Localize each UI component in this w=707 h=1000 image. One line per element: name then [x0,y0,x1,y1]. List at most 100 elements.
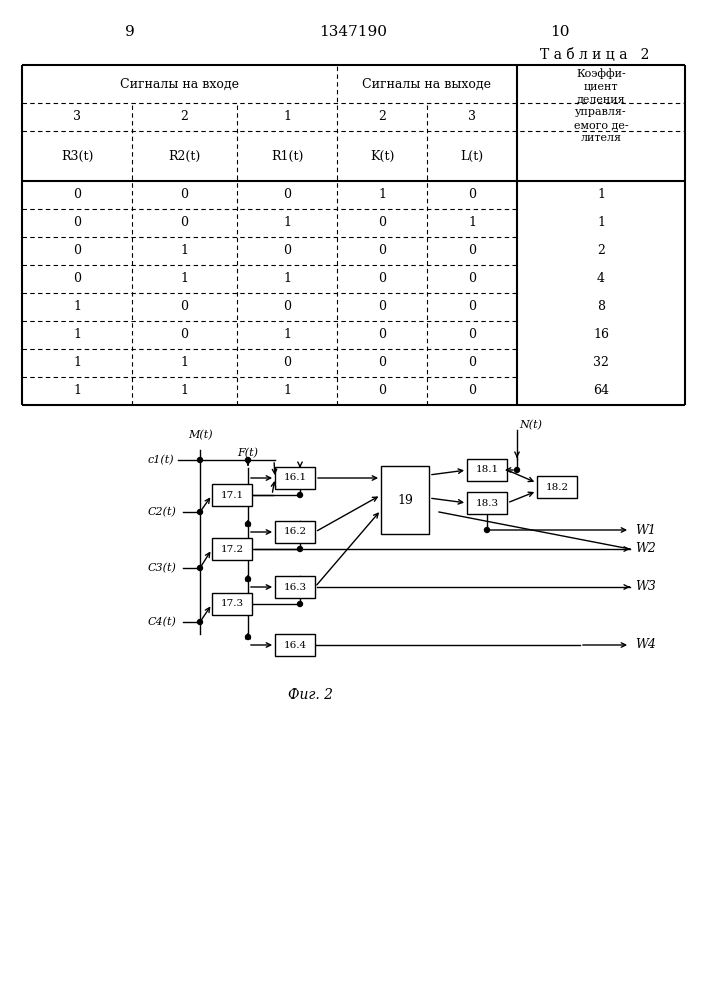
Text: C2(t): C2(t) [148,507,177,517]
Text: 0: 0 [468,384,476,397]
Text: 0: 0 [180,300,189,314]
Text: 1: 1 [180,357,189,369]
Text: 1: 1 [283,272,291,286]
Text: 17.2: 17.2 [221,544,244,554]
Circle shape [515,468,520,473]
Text: 0: 0 [378,244,386,257]
Text: 0: 0 [468,244,476,257]
Text: 2: 2 [597,244,605,257]
Bar [467,492,507,514]
Text: 1: 1 [378,188,386,202]
Text: 2: 2 [180,110,189,123]
Text: 32: 32 [593,357,609,369]
Bar [212,593,252,615]
Text: 1: 1 [597,217,605,230]
Circle shape [197,510,202,514]
Text: 1: 1 [73,328,81,342]
Text: W3: W3 [635,580,656,593]
Text: 64: 64 [593,384,609,397]
Text: 0: 0 [468,272,476,286]
Text: W2: W2 [635,542,656,556]
Text: 10: 10 [550,25,570,39]
Text: 4: 4 [597,272,605,286]
Text: 0: 0 [73,188,81,202]
Text: Т а б л и ц а   2: Т а б л и ц а 2 [540,48,650,62]
Text: R1(t): R1(t) [271,149,303,162]
Text: 16.4: 16.4 [284,641,307,650]
Text: 16.3: 16.3 [284,582,307,591]
Text: 1: 1 [73,300,81,314]
Text: 1: 1 [180,384,189,397]
Text: 0: 0 [283,244,291,257]
Text: 0: 0 [378,217,386,230]
Text: 0: 0 [378,272,386,286]
Circle shape [245,576,250,582]
Text: 1: 1 [283,217,291,230]
Text: Коэффи-
циент
деления
управля-
емого де-
лителя: Коэффи- циент деления управля- емого де-… [573,68,629,143]
Bar [381,466,429,534]
Text: 16: 16 [593,328,609,342]
Text: C3(t): C3(t) [148,563,177,573]
Circle shape [298,492,303,497]
Text: 0: 0 [73,244,81,257]
Text: 0: 0 [378,357,386,369]
Text: F(t): F(t) [238,448,259,458]
Bar [275,521,315,543]
Text: 0: 0 [468,300,476,314]
Circle shape [197,566,202,570]
Text: 1: 1 [283,384,291,397]
Text: 17.1: 17.1 [221,490,244,499]
Text: 1: 1 [180,244,189,257]
Text: 1: 1 [283,110,291,123]
Text: 1: 1 [468,217,476,230]
Text: 1: 1 [180,272,189,286]
Circle shape [298,601,303,606]
Text: L(t): L(t) [460,149,484,162]
Bar [537,476,577,498]
Text: 0: 0 [283,300,291,314]
Circle shape [197,458,202,462]
Bar [212,538,252,560]
Text: 1: 1 [597,188,605,202]
Text: 0: 0 [378,300,386,314]
Text: 0: 0 [468,357,476,369]
Text: M(t): M(t) [187,430,212,440]
Text: W4: W4 [635,639,656,652]
Circle shape [197,619,202,624]
Text: 18.3: 18.3 [475,498,498,508]
Text: R2(t): R2(t) [168,149,201,162]
Circle shape [298,546,303,552]
Text: 1: 1 [73,384,81,397]
Circle shape [484,528,489,532]
Text: Сигналы на выходе: Сигналы на выходе [363,78,491,91]
Text: K(t): K(t) [370,149,395,162]
Text: 17.3: 17.3 [221,599,244,608]
Circle shape [245,458,250,462]
Text: 18.2: 18.2 [545,483,568,491]
Circle shape [245,635,250,640]
Bar [275,634,315,656]
Bar [275,576,315,598]
Text: 0: 0 [180,217,189,230]
Text: 9: 9 [125,25,135,39]
Text: 0: 0 [378,328,386,342]
Bar [467,459,507,481]
Text: 1: 1 [283,328,291,342]
Circle shape [245,522,250,526]
Text: 16.1: 16.1 [284,474,307,483]
Text: 0: 0 [180,328,189,342]
Text: W1: W1 [635,524,656,536]
Text: Сигналы на входе: Сигналы на входе [120,78,239,91]
Text: 0: 0 [73,272,81,286]
Text: N(t): N(t) [519,420,542,430]
Text: 0: 0 [283,188,291,202]
Bar [212,484,252,506]
Text: 0: 0 [73,217,81,230]
Text: 19: 19 [397,493,413,506]
Text: 0: 0 [468,188,476,202]
Text: 16.2: 16.2 [284,528,307,536]
Text: 0: 0 [378,384,386,397]
Text: 1347190: 1347190 [319,25,387,39]
Text: 0: 0 [180,188,189,202]
Text: 3: 3 [73,110,81,123]
